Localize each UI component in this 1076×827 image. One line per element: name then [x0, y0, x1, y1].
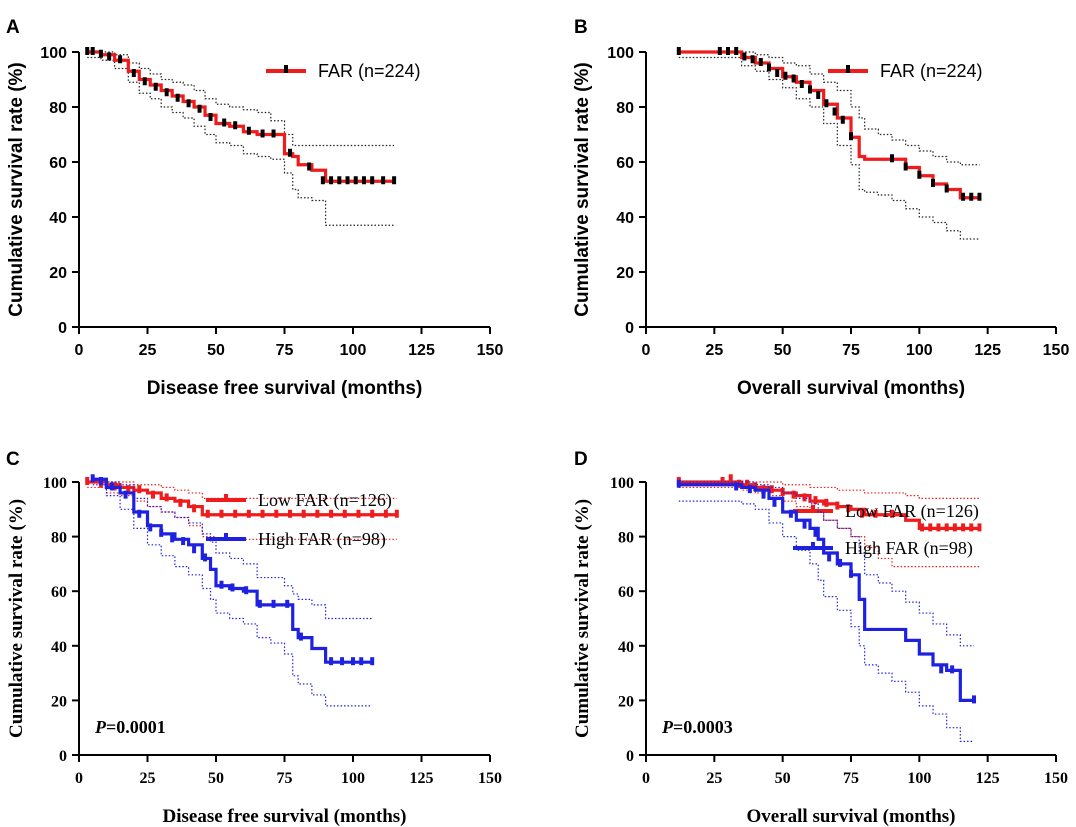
y-tick-label: 60 [618, 584, 634, 601]
y-tick-label: 40 [616, 210, 634, 227]
x-tick-label: 0 [642, 342, 651, 359]
x-tick-label: 125 [974, 342, 1001, 359]
x-tick-label: 100 [341, 770, 365, 787]
y-tick-label: 40 [51, 639, 67, 656]
legend-label-far: FAR (n=224) [880, 61, 983, 81]
y-tick-label: 100 [607, 45, 634, 62]
p-value-text: =0.0003 [673, 717, 733, 737]
x-tick-label: 50 [208, 770, 224, 787]
panel-letter: D [574, 449, 588, 470]
x-axis-title: Overall survival (months) [737, 378, 965, 399]
chart-panel-c: C 0 25 50 75 100 125 150 0 20 40 60 80 100 Disease fre… [6, 449, 502, 827]
y-tick-label: 0 [58, 320, 67, 337]
y-tick-label: 60 [616, 155, 634, 172]
chart-panel-a: A 0 25 50 75 100 125 150 0 20 40 60 80 100 Disease fre… [6, 17, 503, 399]
y-tick-label: 80 [618, 530, 634, 547]
legend-label-low-far: Low FAR (n=126) [845, 501, 979, 522]
ci-lower-line-low-far [87, 486, 397, 540]
ci-upper-line-far [87, 51, 395, 147]
p-symbol: P [661, 717, 674, 737]
x-tick-label: 100 [907, 770, 931, 787]
x-axis-title: Disease free survival (months) [163, 806, 407, 827]
y-axis-title: Cumulative survival rate (%) [572, 499, 593, 738]
y-tick-label: 0 [59, 748, 67, 765]
survival-curve-high-far [678, 483, 974, 702]
x-tick-label: 75 [277, 770, 293, 787]
survival-curve-low-far [678, 480, 980, 531]
p-symbol: P [94, 717, 107, 737]
panel-letter: C [6, 449, 20, 470]
x-tick-label: 75 [842, 342, 860, 359]
y-tick-label: 60 [49, 155, 67, 172]
y-tick-label: 20 [618, 693, 634, 710]
ci-lower-line-high-far [92, 484, 373, 707]
y-tick-label: 100 [43, 475, 67, 492]
series-far: FAR (n=224) [676, 47, 983, 240]
ci-lower-line-low-far [678, 486, 980, 568]
ci-lower-line-far [678, 56, 980, 240]
x-tick-label: 100 [340, 342, 367, 359]
legend-label-low-far: Low FAR (n=126) [258, 490, 392, 511]
x-tick-label: 25 [705, 342, 723, 359]
legend-label-high-far: High FAR (n=98) [845, 538, 973, 559]
p-value-label: P=0.0001 [94, 717, 166, 737]
y-axis-title: Cumulative survival rate (%) [6, 499, 27, 738]
ci-upper-line-high-far [92, 478, 373, 620]
x-axis-title: Disease free survival (months) [147, 378, 423, 399]
x-tick-label: 50 [207, 342, 225, 359]
x-tick-label: 50 [774, 342, 792, 359]
ci-upper-line-low-far [678, 481, 980, 499]
x-tick-label: 150 [1044, 770, 1068, 787]
y-axis-title: Cumulative survival rate (%) [572, 62, 593, 316]
ci-lower-line-far [87, 56, 395, 226]
y-tick-label: 80 [616, 100, 634, 117]
y-tick-label: 20 [616, 265, 634, 282]
series-far: FAR (n=224) [85, 47, 421, 226]
p-value-label: P=0.0003 [661, 717, 733, 737]
x-axis-title: Overall survival (months) [747, 806, 956, 827]
ci-upper-line-far [678, 51, 980, 166]
panel-letter: A [6, 17, 20, 38]
x-tick-label: 75 [843, 770, 859, 787]
y-axis-title: Cumulative survival rate (%) [6, 62, 27, 316]
x-tick-label: 125 [408, 342, 435, 359]
ci-lower-line-high-far [678, 500, 974, 742]
y-tick-label: 20 [51, 693, 67, 710]
x-tick-label: 150 [477, 342, 504, 359]
x-tick-label: 150 [478, 770, 502, 787]
ci-upper-line-high-far [678, 481, 974, 647]
x-tick-label: 75 [276, 342, 294, 359]
series-high-far: High FAR (n=98) [90, 474, 386, 707]
chart-panel-b: B 0 25 50 75 100 125 150 0 20 40 60 80 100 Overall sur… [572, 17, 1069, 399]
x-tick-label: 125 [410, 770, 434, 787]
chart-panel-d: D 0 25 50 75 100 125 150 0 20 40 60 80 100 Overall sur… [572, 449, 1068, 827]
y-tick-label: 40 [49, 210, 67, 227]
y-tick-label: 80 [49, 100, 67, 117]
x-tick-label: 0 [75, 342, 84, 359]
x-tick-label: 0 [75, 770, 83, 787]
x-tick-label: 150 [1043, 342, 1070, 359]
y-tick-label: 0 [625, 320, 634, 337]
legend-label-far: FAR (n=224) [318, 61, 421, 81]
x-tick-label: 25 [706, 770, 722, 787]
panel-letter: B [574, 17, 588, 38]
x-tick-label: 25 [139, 342, 157, 359]
x-tick-label: 100 [906, 342, 933, 359]
legend-label-high-far: High FAR (n=98) [258, 529, 386, 550]
x-tick-label: 0 [642, 770, 650, 787]
x-tick-label: 50 [775, 770, 791, 787]
series-low-far: Low FAR (n=126) [676, 474, 982, 568]
series-high-far: High FAR (n=98) [676, 479, 976, 742]
y-tick-label: 20 [49, 265, 67, 282]
x-tick-label: 25 [140, 770, 156, 787]
y-tick-label: 40 [618, 639, 634, 656]
p-value-text: =0.0001 [106, 717, 166, 737]
y-tick-label: 100 [40, 45, 67, 62]
y-tick-label: 60 [51, 584, 67, 601]
y-tick-label: 100 [610, 475, 634, 492]
y-tick-label: 80 [51, 530, 67, 547]
y-tick-label: 0 [626, 748, 634, 765]
x-tick-label: 125 [976, 770, 1000, 787]
